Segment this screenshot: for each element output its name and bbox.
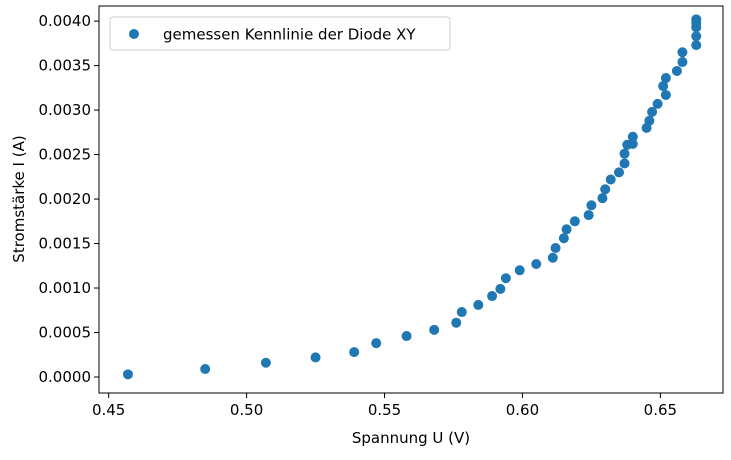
data-point <box>614 167 624 178</box>
data-point <box>652 98 663 109</box>
data-point <box>691 40 702 51</box>
data-point <box>569 216 580 227</box>
data-point <box>658 81 669 92</box>
data-point <box>605 174 616 185</box>
y-tick-label: 0.0000 <box>39 368 92 386</box>
y-tick-label: 0.0035 <box>39 57 92 75</box>
data-point <box>514 265 525 276</box>
data-point <box>473 299 484 310</box>
data-point <box>495 283 506 294</box>
data-point <box>660 73 671 84</box>
y-tick-label: 0.0020 <box>39 190 92 208</box>
y-axis-label: Stromstärke I (A) <box>10 135 28 262</box>
data-point <box>456 307 467 318</box>
data-point <box>597 193 608 204</box>
data-point <box>558 233 569 244</box>
x-axis: 0.45 0.50 0.55 0.60 0.65 <box>92 393 677 419</box>
data-point <box>619 148 630 159</box>
data-point <box>122 369 133 380</box>
data-point <box>487 291 498 302</box>
y-tick-label: 0.0010 <box>39 279 92 297</box>
data-point <box>401 331 412 342</box>
data-point <box>561 224 572 235</box>
y-tick-label: 0.0015 <box>39 235 92 253</box>
data-point <box>691 14 702 25</box>
x-tick-label: 0.60 <box>506 401 539 419</box>
x-tick-label: 0.55 <box>368 401 401 419</box>
legend-box <box>109 16 451 51</box>
data-point <box>627 131 638 142</box>
x-tick-label: 0.65 <box>644 401 677 419</box>
data-point <box>660 89 671 100</box>
data-points <box>122 14 702 380</box>
data-point <box>619 158 630 169</box>
data-point <box>586 200 597 211</box>
data-point <box>531 259 542 269</box>
y-tick-label: 0.0025 <box>39 146 92 164</box>
data-point <box>200 363 211 374</box>
data-point <box>677 57 688 68</box>
data-point <box>547 252 558 263</box>
data-point <box>550 242 561 253</box>
data-point <box>647 106 658 117</box>
y-tick-label: 0.0030 <box>39 101 92 119</box>
data-point <box>600 184 611 195</box>
data-point <box>310 352 321 363</box>
data-point <box>429 324 440 335</box>
x-tick-label: 0.50 <box>230 401 263 419</box>
x-tick-label: 0.45 <box>92 401 125 419</box>
data-point <box>451 317 462 328</box>
data-point <box>260 357 271 368</box>
data-point <box>627 138 638 149</box>
data-point <box>583 210 594 221</box>
data-point <box>349 347 360 358</box>
data-point <box>500 273 511 284</box>
data-point <box>677 47 688 58</box>
y-tick-label: 0.0005 <box>39 324 92 342</box>
data-point <box>671 65 682 76</box>
data-point <box>691 31 702 42</box>
data-point <box>644 115 655 126</box>
y-tick-label: 0.0040 <box>39 12 92 30</box>
legend-marker <box>129 29 139 39</box>
x-axis-label: Spannung U (V) <box>352 429 470 447</box>
data-point <box>371 338 382 349</box>
y-axis: 0.0000 0.0005 0.0010 0.0015 0.0020 0.0025 0.00… <box>39 12 99 386</box>
legend: gemessen Kennlinie der Diode XY <box>109 16 451 51</box>
legend-label: gemessen Kennlinie der Diode XY <box>163 26 416 44</box>
